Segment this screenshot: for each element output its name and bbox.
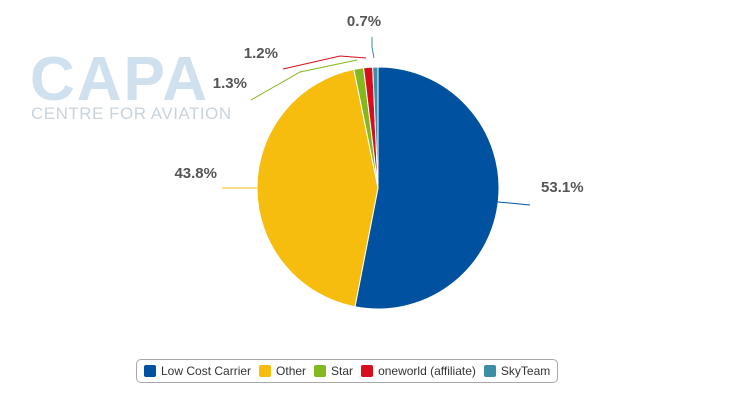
data-label-oneworld-affiliate: 1.2% bbox=[244, 45, 278, 62]
legend-label: Low Cost Carrier bbox=[161, 364, 252, 378]
data-label-low-cost-carrier: 53.1% bbox=[541, 179, 584, 196]
logo-tagline-text: CENTRE FOR AVIATION bbox=[31, 104, 232, 123]
legend-item-other[interactable]: Other bbox=[259, 364, 306, 378]
capa-logo: CAPA CENTRE FOR AVIATION bbox=[30, 45, 232, 123]
legend-item-star[interactable]: Star bbox=[314, 364, 353, 378]
legend-swatch-icon bbox=[483, 365, 496, 377]
pie-slice-other[interactable] bbox=[256, 68, 379, 308]
legend-item-low-cost-carrier[interactable]: Low Cost Carrier bbox=[144, 364, 251, 378]
data-label-star: 1.3% bbox=[213, 75, 247, 92]
pie-slices bbox=[256, 66, 500, 310]
leader-line-star bbox=[250, 59, 358, 101]
data-label-skyteam: 0.7% bbox=[347, 13, 381, 30]
pie-slice-skyteam[interactable] bbox=[372, 66, 379, 189]
leader-line-oneworld-affiliate bbox=[282, 55, 367, 70]
legend-label: Other bbox=[276, 364, 307, 378]
pie-leader-lines bbox=[222, 37, 531, 206]
legend-item-skyteam[interactable]: SkyTeam bbox=[483, 364, 551, 378]
legend-label: Star bbox=[331, 364, 354, 378]
data-label-other: 43.8% bbox=[174, 165, 217, 182]
legend-swatch-icon bbox=[361, 365, 374, 377]
legend-swatch-icon bbox=[314, 365, 327, 377]
leader-line-skyteam bbox=[371, 37, 375, 59]
leader-line-low-cost-carrier bbox=[477, 199, 531, 206]
logo-brand-text: CAPA bbox=[30, 45, 209, 114]
pie-data-labels: 53.1% 43.8% 1.3% 1.2% 0.7% bbox=[174, 13, 583, 196]
legend-item-oneworld-affiliate[interactable]: oneworld (affiliate) bbox=[361, 364, 476, 378]
legend-swatch-icon bbox=[259, 365, 272, 377]
legend-swatch-icon bbox=[144, 365, 156, 377]
legend-label: SkyTeam bbox=[500, 364, 551, 378]
legend-label: oneworld (affiliate) bbox=[378, 364, 476, 378]
pie-slice-low-cost-carrier[interactable] bbox=[354, 66, 500, 310]
chart-legend: Low Cost Carrier Other Star oneworld (af… bbox=[136, 359, 559, 383]
